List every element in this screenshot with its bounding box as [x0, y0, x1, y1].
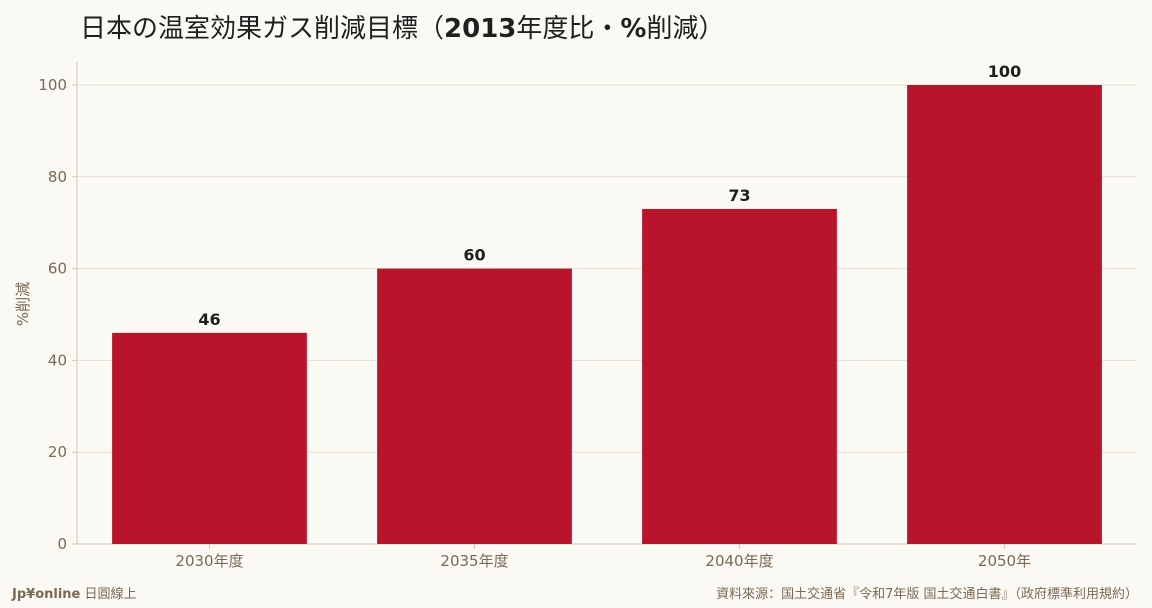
data-label: 46 — [198, 310, 220, 329]
x-tick-label: 2035年度 — [440, 552, 508, 570]
x-tick-label: 2050年 — [978, 552, 1031, 570]
x-tick-label: 2040年度 — [705, 552, 773, 570]
title-part-5: 削減） — [646, 14, 725, 44]
bar-2 — [642, 208, 837, 544]
y-tick-label: 100 — [38, 76, 67, 94]
data-label: 60 — [463, 246, 485, 265]
data-label: 73 — [728, 186, 750, 205]
bars — [112, 84, 1102, 544]
title-part-2: 2013 — [444, 14, 517, 44]
bar-0 — [112, 332, 307, 544]
brand-name: Jp¥online — [12, 587, 81, 602]
title-part-4: % — [620, 14, 647, 44]
y-tick-label: 0 — [57, 535, 67, 553]
footer-brand: Jp¥online 日圓線上 — [12, 583, 137, 602]
chart-title: 日本の温室効果ガス削減目標（2013年度比・%削減） — [80, 8, 724, 45]
bar-1 — [377, 268, 572, 544]
y-axis-label: %削減 — [14, 282, 32, 326]
footer-source: 資料來源：国土交通省『令和7年版 国土交通白書』（政府標準利用規約） — [716, 587, 1138, 602]
y-tick-label: 60 — [48, 260, 67, 278]
y-tick-label: 40 — [48, 351, 67, 369]
brand-subtitle: 日圓線上 — [84, 587, 137, 602]
data-label: 100 — [988, 62, 1021, 81]
bar-3 — [907, 84, 1102, 544]
y-tick-label: 80 — [48, 168, 67, 186]
title-part-3: 年度比・ — [516, 14, 621, 44]
title-part-1: 日本の温室効果ガス削減目標（ — [80, 14, 445, 44]
y-tick-label: 20 — [48, 443, 67, 461]
labels: 0 20 40 60 80 100 46 2030年度 60 2035年度 73 2040年度 100 2… — [38, 62, 1031, 570]
x-tick-label: 2030年度 — [175, 552, 243, 570]
